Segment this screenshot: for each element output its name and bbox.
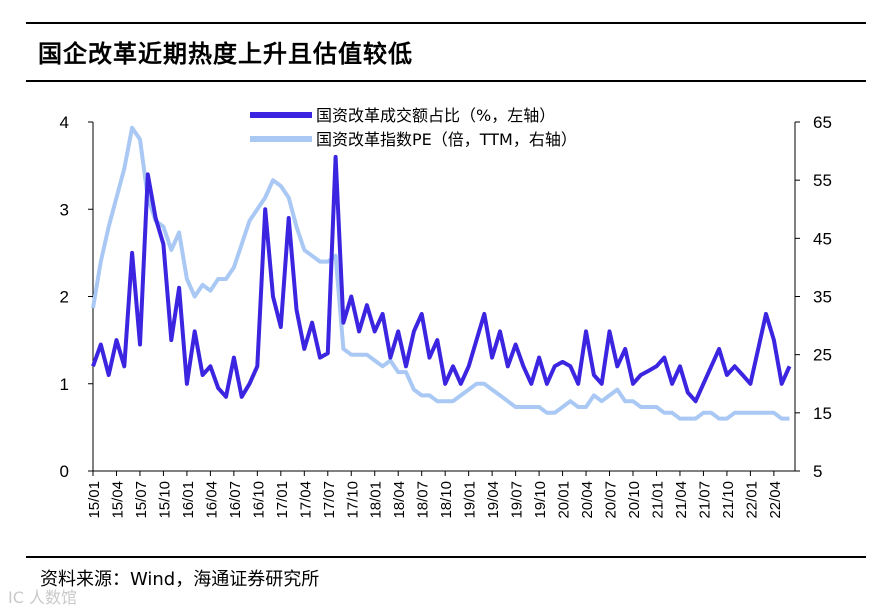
x-tick-label: 19/04 xyxy=(485,481,502,519)
x-tick-label: 22/04 xyxy=(767,481,784,519)
x-tick-label: 20/01 xyxy=(556,481,573,519)
x-tick-label: 17/01 xyxy=(274,481,291,519)
series-line-turnover-ratio xyxy=(91,154,792,404)
series-lines xyxy=(91,125,792,421)
chart-title: 国企改革近期热度上升且估值较低 xyxy=(38,40,413,68)
right-tick-label: 65 xyxy=(813,113,832,132)
x-tick-label: 18/07 xyxy=(415,481,432,519)
x-tick-label: 19/07 xyxy=(509,481,526,519)
top-rule xyxy=(26,22,866,24)
left-tick-label: 1 xyxy=(60,375,69,394)
series-line-pe xyxy=(91,125,790,421)
x-tick-label: 17/07 xyxy=(321,481,338,519)
right-tick-label: 5 xyxy=(813,462,822,481)
axes xyxy=(88,121,800,476)
left-tick-label: 2 xyxy=(60,288,69,307)
x-tick-label: 19/01 xyxy=(462,481,479,519)
watermark: IC 人数馆 xyxy=(8,588,77,607)
x-tick-label: 18/04 xyxy=(391,481,408,519)
right-tick-label: 55 xyxy=(813,171,832,190)
x-tick-label: 21/04 xyxy=(673,481,690,519)
x-tick-label: 15/04 xyxy=(109,481,126,519)
x-tick-label: 15/10 xyxy=(156,481,173,519)
x-tick-label: 18/01 xyxy=(368,481,385,519)
x-tick-label: 15/07 xyxy=(133,481,150,519)
x-tick-label: 22/01 xyxy=(743,481,760,519)
x-tick-label: 16/10 xyxy=(250,481,267,519)
x-tick-label: 19/10 xyxy=(532,481,549,519)
right-tick-label: 25 xyxy=(813,346,832,365)
x-tick-label: 20/10 xyxy=(626,481,643,519)
legend: 国资改革成交额占比（%，左轴） 国资改革指数PE（倍，TTM，右轴） xyxy=(250,106,577,149)
title-rule xyxy=(26,80,866,82)
right-tick-label: 35 xyxy=(813,288,832,307)
left-tick-label: 4 xyxy=(60,113,69,132)
source-rule xyxy=(26,556,866,558)
legend-label-pe: 国资改革指数PE（倍，TTM，右轴） xyxy=(316,130,577,149)
x-tick-label: 20/07 xyxy=(603,481,620,519)
right-tick-label: 15 xyxy=(813,404,832,423)
x-tick-label: 21/07 xyxy=(696,481,713,519)
x-tick-label: 18/10 xyxy=(438,481,455,519)
x-tick-label: 21/01 xyxy=(649,481,666,519)
right-tick-label: 45 xyxy=(813,229,832,248)
x-tick-label: 16/07 xyxy=(227,481,244,519)
x-tick-label: 16/04 xyxy=(203,481,220,519)
x-tick-label: 17/04 xyxy=(297,481,314,519)
left-tick-label: 0 xyxy=(60,462,69,481)
source-note: 资料来源：Wind，海通证券研究所 xyxy=(40,569,320,590)
x-tick-label: 21/10 xyxy=(720,481,737,519)
x-tick-label: 17/10 xyxy=(344,481,361,519)
x-tick-label: 15/01 xyxy=(86,481,103,519)
left-tick-label: 3 xyxy=(60,200,69,219)
x-tick-label: 20/04 xyxy=(579,481,596,519)
x-tick-label: 16/01 xyxy=(180,481,197,519)
legend-label-turnover-ratio: 国资改革成交额占比（%，左轴） xyxy=(316,106,555,125)
